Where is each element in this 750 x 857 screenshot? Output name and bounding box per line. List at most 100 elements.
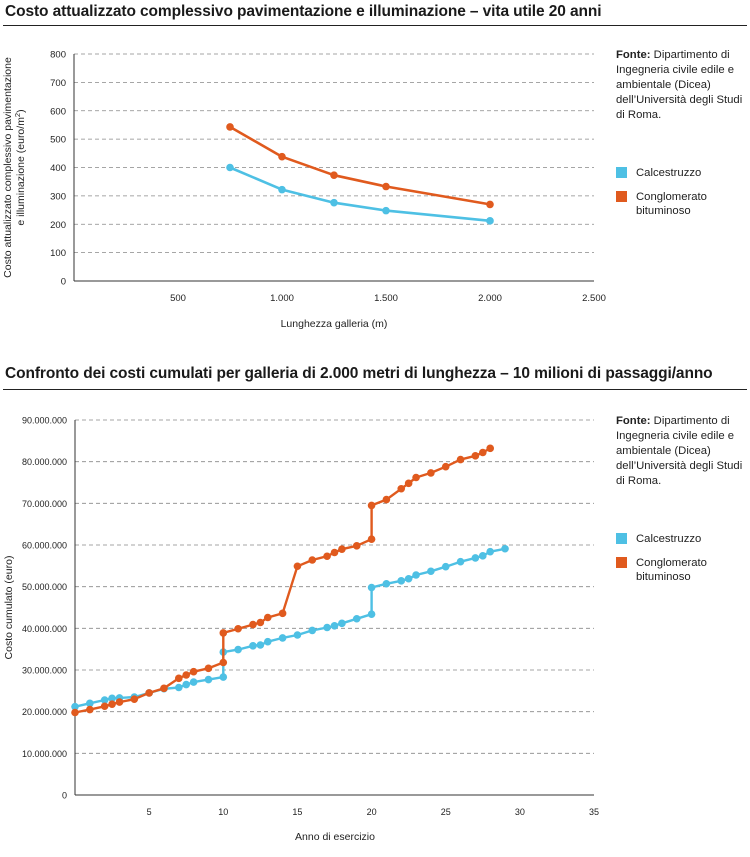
chart-2-point-conglomerato <box>338 545 346 553</box>
chart-2-point-conglomerato <box>204 664 213 673</box>
chart-1-legend-item-calcestruzzo: Calcestruzzo <box>616 166 750 180</box>
chart-2-point-conglomerato <box>308 556 317 564</box>
chart-1-point-calcestruzzo <box>486 217 494 225</box>
chart-2-x-tick-label: 20 <box>367 807 377 817</box>
chart-1-point-conglomerato <box>278 152 286 161</box>
chart-2-point-calcestruzzo <box>249 642 257 650</box>
chart-2-point-conglomerato <box>404 479 413 488</box>
chart-2-point-calcestruzzo <box>412 571 420 579</box>
chart-2-y-tick-label: 10.000.000 <box>22 749 67 759</box>
chart-1-series-line-calcestruzzo <box>229 166 491 223</box>
chart-1-y-axis-label-end: ) <box>15 109 27 113</box>
chart-2-point-conglomerato <box>115 698 124 706</box>
chart-2-x-tick-label: 35 <box>589 807 599 817</box>
chart-2-legend: Calcestruzzo Conglomerato bituminoso <box>616 532 750 594</box>
chart-2-point-conglomerato <box>249 620 257 629</box>
chart-2-point-calcestruzzo <box>71 702 79 711</box>
chart-2-point-calcestruzzo <box>86 699 94 708</box>
chart-2-point-calcestruzzo <box>352 614 361 623</box>
chart-2-point-calcestruzzo <box>308 626 317 635</box>
chart-2-point-conglomerato <box>145 689 153 697</box>
chart-2-point-calcestruzzo <box>175 683 183 692</box>
chart-2-source-text: Dipartimento di Ingegneria civile edile … <box>616 415 743 487</box>
chart-2-x-axis-label: Anno di esercizio <box>295 831 375 843</box>
chart-2-point-calcestruzzo <box>382 579 391 588</box>
chart-2-title: Confronto dei costi cumulati per galleri… <box>5 365 713 382</box>
chart-2-point-calcestruzzo <box>338 619 346 628</box>
chart-1-series-line-conglomerato <box>229 125 491 206</box>
chart-2-point-conglomerato <box>278 609 287 618</box>
chart-2-y-tick-label: 30.000.000 <box>22 666 67 676</box>
chart-2-point-conglomerato <box>412 473 420 482</box>
chart-2-point-calcestruzzo <box>234 645 242 654</box>
chart-panel-1: Costo attualizzato complessivo pavimenta… <box>0 0 750 360</box>
chart-2-series-line-calcestruzzo <box>74 547 506 708</box>
chart-2-point-conglomerato <box>367 535 376 543</box>
chart-2-point-conglomerato <box>182 671 191 679</box>
chart-2-point-conglomerato <box>100 702 109 711</box>
chart-1-point-conglomerato <box>486 200 494 209</box>
chart-2-point-conglomerato <box>456 455 465 464</box>
chart-1-point-calcestruzzo <box>330 198 338 207</box>
chart-2-y-tick-label: 50.000.000 <box>22 582 67 592</box>
chart-2-y-tick-label: 80.000.000 <box>22 457 67 467</box>
chart-1-x-tick-label: 1.500 <box>374 293 398 304</box>
chart-2-y-axis-label: Costo cumulato (euro) <box>3 556 15 660</box>
chart-2-y-tick-label: 70.000.000 <box>22 499 67 509</box>
chart-2-point-calcestruzzo <box>471 554 480 562</box>
chart-2-x-tick-label: 10 <box>218 807 228 817</box>
chart-2-point-calcestruzzo <box>108 694 116 703</box>
chart-1-legend-swatch-calcestruzzo <box>616 167 627 178</box>
chart-1-x-axis-label: Lunghezza galleria (m) <box>281 318 388 330</box>
chart-2-point-conglomerato <box>160 684 168 693</box>
chart-2-y-tick-label: 0 <box>62 791 67 801</box>
chart-2-point-conglomerato <box>478 448 487 457</box>
chart-1-svg: 0 100 200 300 400 500 600 700 800 500 1.000 1.500 2.… <box>2 50 606 331</box>
chart-1-source-note: Fonte: Dipartimento di Ingegneria civile… <box>616 48 750 123</box>
chart-1-y-tick-label: 300 <box>50 191 66 202</box>
chart-2-x-tick-label: 25 <box>441 807 451 817</box>
chart-2-point-calcestruzzo <box>441 562 450 571</box>
chart-2-point-calcestruzzo <box>100 696 109 704</box>
chart-2-x-tick-label: 30 <box>515 807 525 817</box>
chart-2-point-conglomerato <box>471 452 480 460</box>
chart-2-point-calcestruzzo <box>397 577 406 585</box>
chart-2-legend-item-conglomerato: Conglomerato bituminoso <box>616 556 750 584</box>
chart-2-title-rule <box>3 389 747 390</box>
chart-2-legend-label-conglomerato: Conglomerato bituminoso <box>636 557 707 583</box>
chart-1-y-tick-label: 0 <box>61 277 66 288</box>
chart-1-x-tick-label: 2.500 <box>582 293 606 304</box>
chart-2-point-conglomerato <box>219 658 228 667</box>
chart-2-point-conglomerato <box>352 542 361 550</box>
chart-2-point-conglomerato <box>86 705 94 714</box>
chart-2-x-tick-label: 15 <box>292 807 302 817</box>
chart-2-point-conglomerato <box>323 552 331 561</box>
chart-2-point-calcestruzzo <box>323 623 331 632</box>
chart-1-y-tick-label: 600 <box>50 106 66 117</box>
chart-1-title-rule <box>3 25 747 26</box>
chart-1-legend-swatch-conglomerato <box>616 191 627 202</box>
chart-1-source-label: Fonte: <box>616 49 651 61</box>
chart-2-point-calcestruzzo <box>256 641 265 649</box>
chart-1-y-axis-label-main: e illuminazione (euro/m <box>15 117 27 226</box>
chart-2-source-label: Fonte: <box>616 415 651 427</box>
chart-2-y-tick-label: 40.000.000 <box>22 624 67 634</box>
chart-2-point-calcestruzzo <box>486 547 495 556</box>
chart-1-point-calcestruzzo <box>278 185 286 194</box>
chart-1-title: Costo attualizzato complessivo pavimenta… <box>5 3 602 20</box>
chart-panel-2: Confronto dei costi cumulati per galleri… <box>0 362 750 857</box>
chart-2-point-conglomerato <box>189 667 198 676</box>
chart-2-y-tick-label: 60.000.000 <box>22 541 67 551</box>
chart-2-legend-item-calcestruzzo: Calcestruzzo <box>616 532 750 546</box>
chart-1-point-conglomerato <box>226 123 234 131</box>
chart-1-x-tick-label: 1.000 <box>270 293 294 304</box>
chart-2-point-conglomerato <box>293 562 302 571</box>
chart-1-legend: Calcestruzzo Conglomerato bituminoso <box>616 166 750 228</box>
chart-2-point-calcestruzzo <box>219 673 228 681</box>
chart-2-point-conglomerato <box>263 613 272 622</box>
chart-2-point-conglomerato <box>256 618 265 627</box>
chart-2-legend-swatch-conglomerato <box>616 557 627 568</box>
chart-2-point-calcestruzzo <box>189 678 198 686</box>
chart-2-series-line-conglomerato <box>74 447 491 714</box>
chart-2-point-conglomerato <box>108 700 116 708</box>
